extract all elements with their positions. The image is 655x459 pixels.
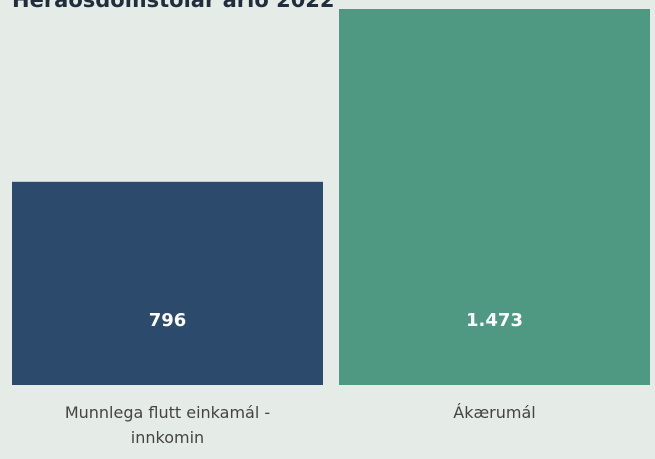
x-tick-label: Munnlega flutt einkamál - innkomin (64, 403, 271, 447)
bar (12, 181, 323, 385)
value-label: 1.473 (466, 310, 523, 331)
value-label: 796 (148, 310, 187, 331)
x-tick-label: Ákærumál (453, 403, 536, 422)
bar (339, 9, 650, 385)
chart-title: Héraðsdómstólar árið 2022 (12, 0, 335, 12)
